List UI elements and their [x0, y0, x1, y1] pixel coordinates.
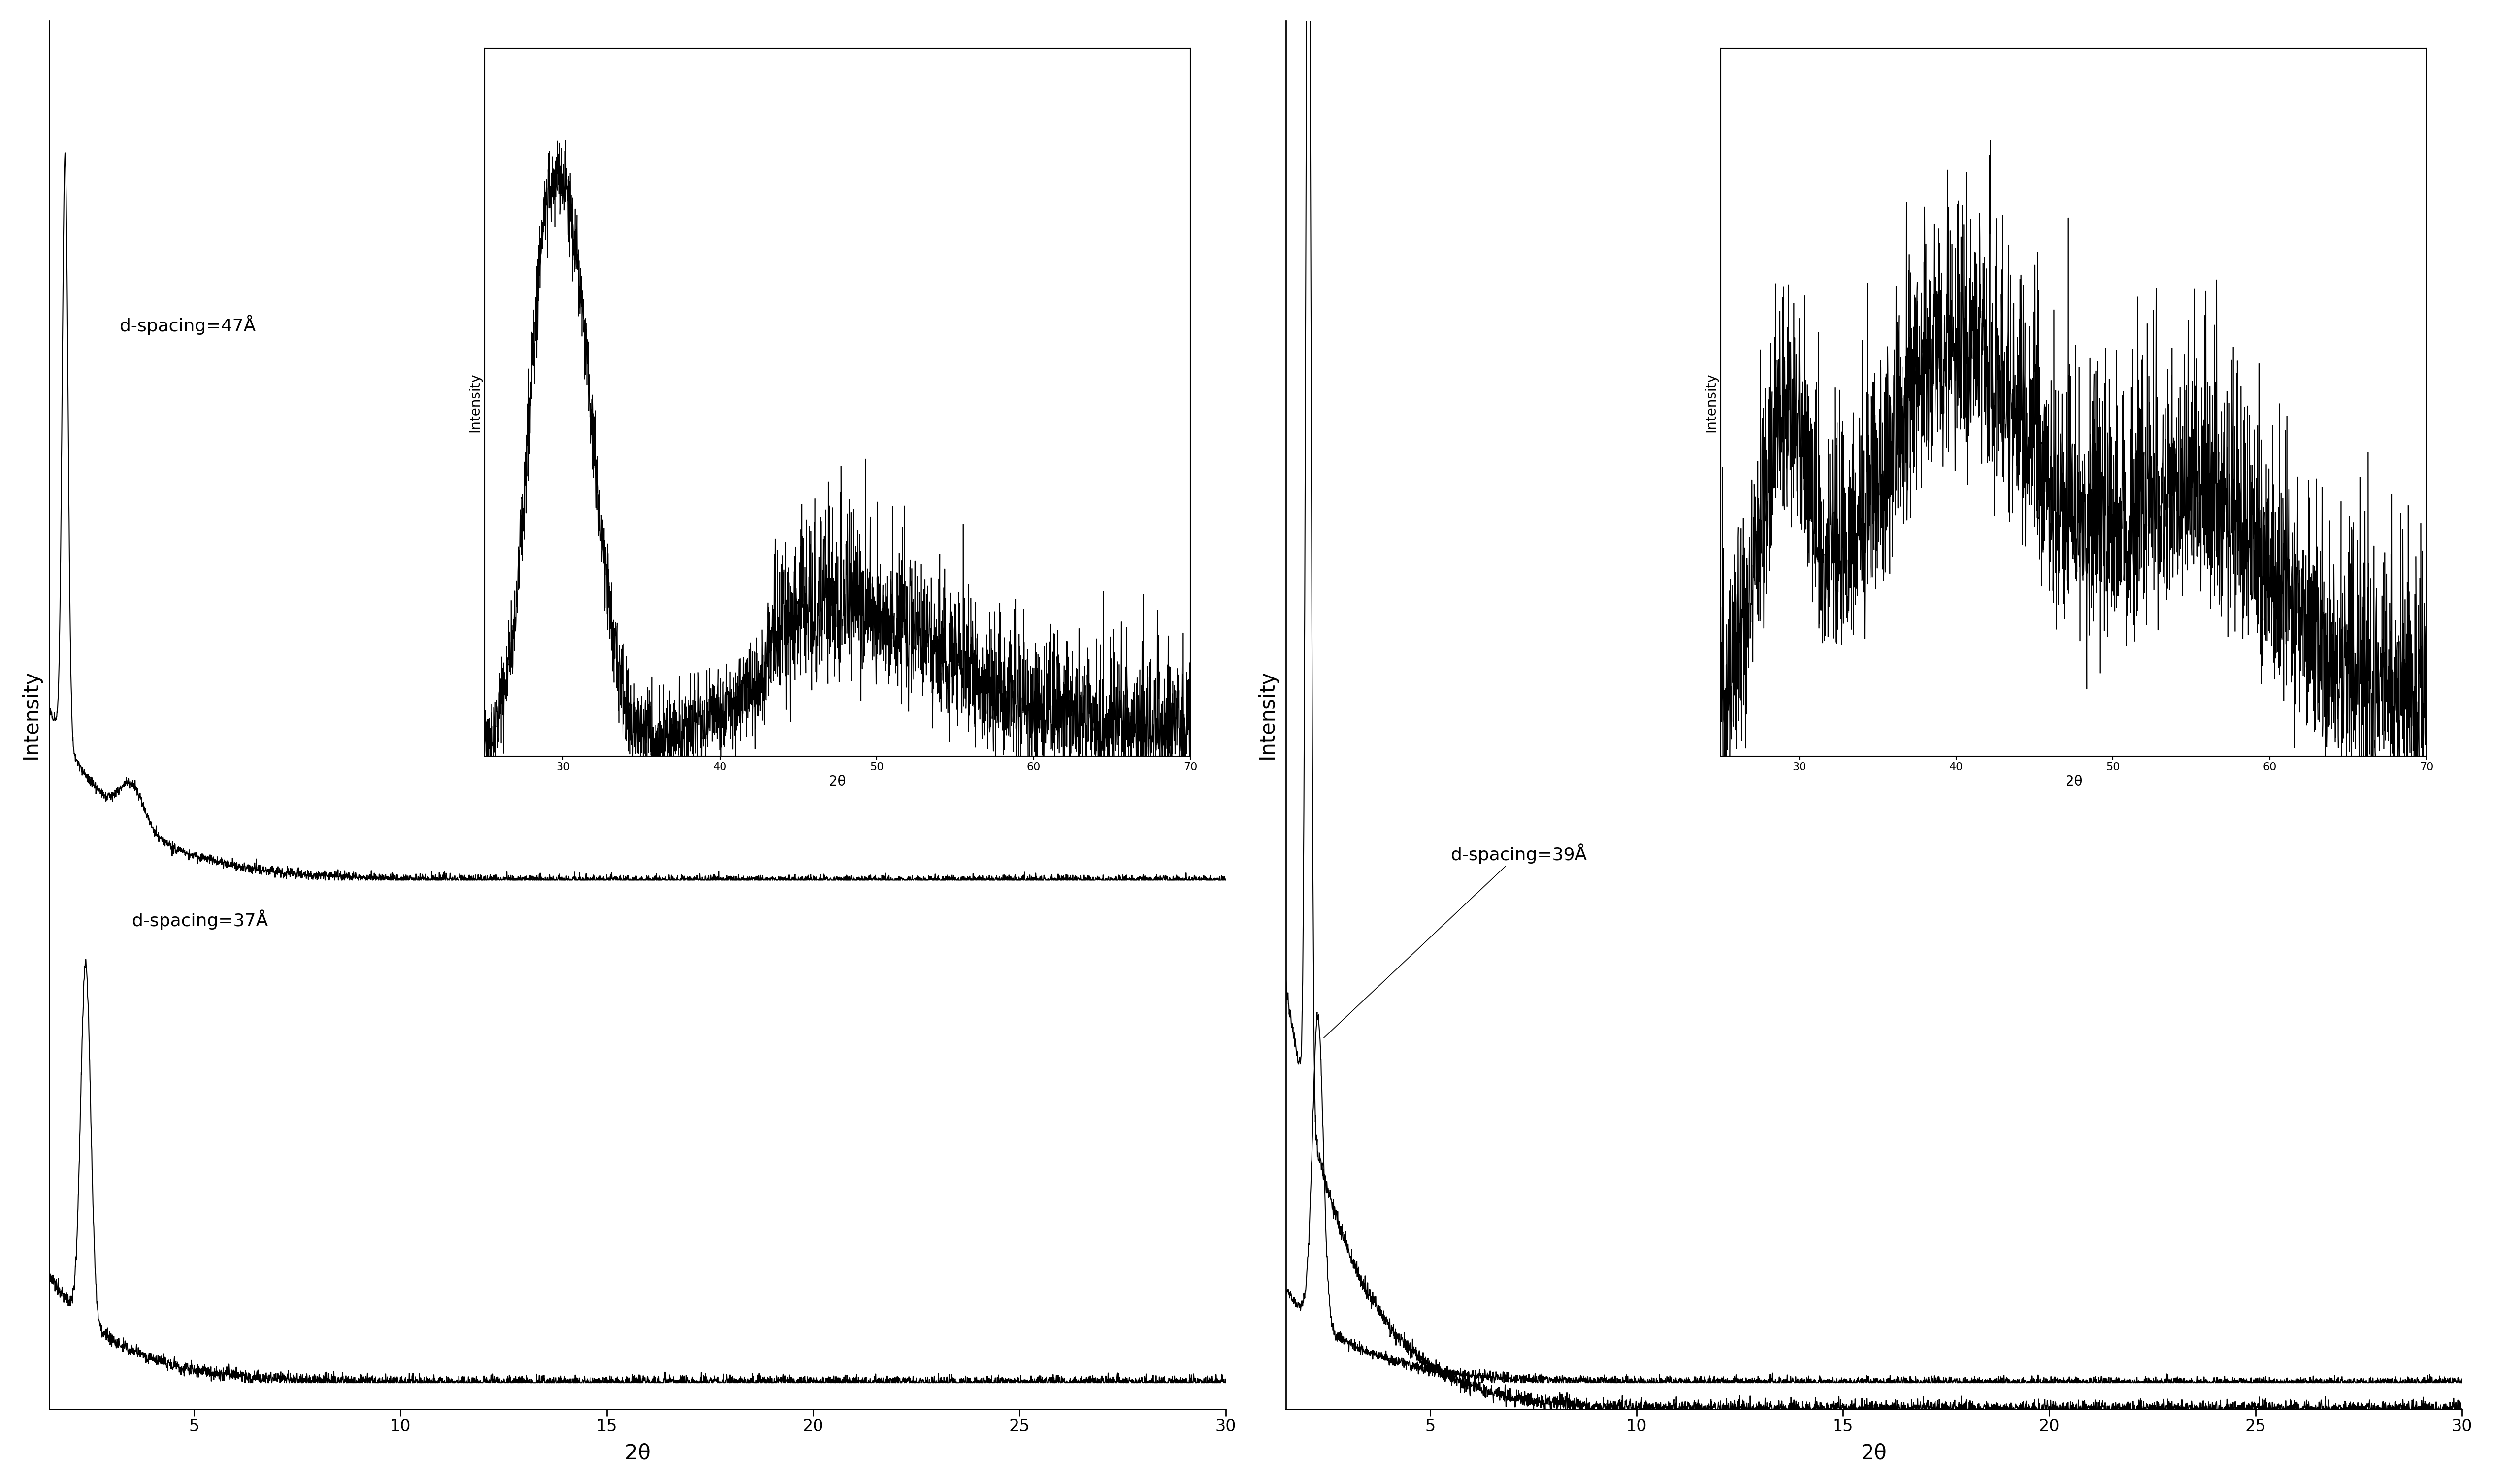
Text: d-spacing=47Å: d-spacing=47Å — [120, 315, 257, 335]
Y-axis label: Intensity: Intensity — [1256, 671, 1276, 760]
Text: d-spacing=39Å: d-spacing=39Å — [1324, 843, 1586, 1037]
Y-axis label: Intensity: Intensity — [20, 671, 42, 760]
X-axis label: 2θ: 2θ — [1862, 1442, 1887, 1463]
Text: d-spacing=37Å: d-spacing=37Å — [132, 910, 269, 930]
X-axis label: 2θ: 2θ — [626, 1442, 651, 1463]
